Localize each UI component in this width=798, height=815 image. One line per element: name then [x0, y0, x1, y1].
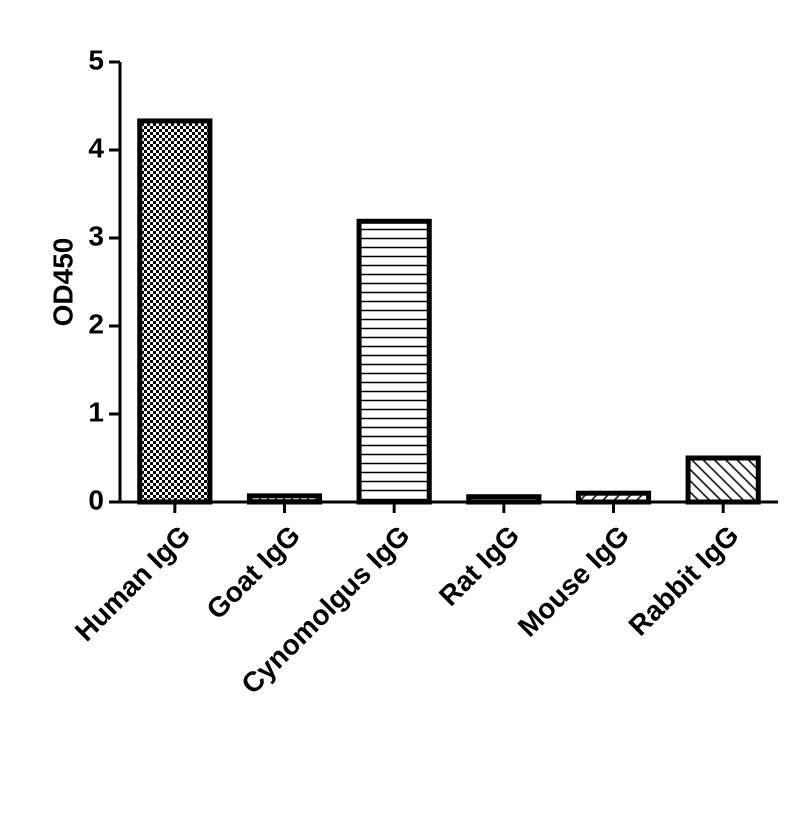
bar	[466, 494, 542, 505]
bar	[246, 493, 323, 505]
x-tick-label: Rat IgG	[433, 520, 525, 612]
y-tick-label: 0	[88, 484, 104, 515]
x-tick-label: Mouse IgG	[512, 520, 635, 643]
x-tick-label: Human IgG	[69, 520, 197, 648]
y-tick-label: 3	[88, 220, 104, 251]
bar	[356, 218, 432, 505]
y-tick-label: 4	[88, 132, 104, 163]
bar	[685, 455, 761, 505]
y-tick-label: 5	[88, 44, 104, 75]
bar	[137, 118, 213, 505]
y-tick-label: 1	[88, 396, 104, 427]
y-tick-label: 2	[88, 308, 104, 339]
x-tick-label: Goat IgG	[200, 520, 306, 626]
y-axis-label: OD450	[47, 238, 78, 327]
x-tick-label: Rabbit IgG	[623, 520, 745, 642]
bar	[575, 490, 652, 505]
